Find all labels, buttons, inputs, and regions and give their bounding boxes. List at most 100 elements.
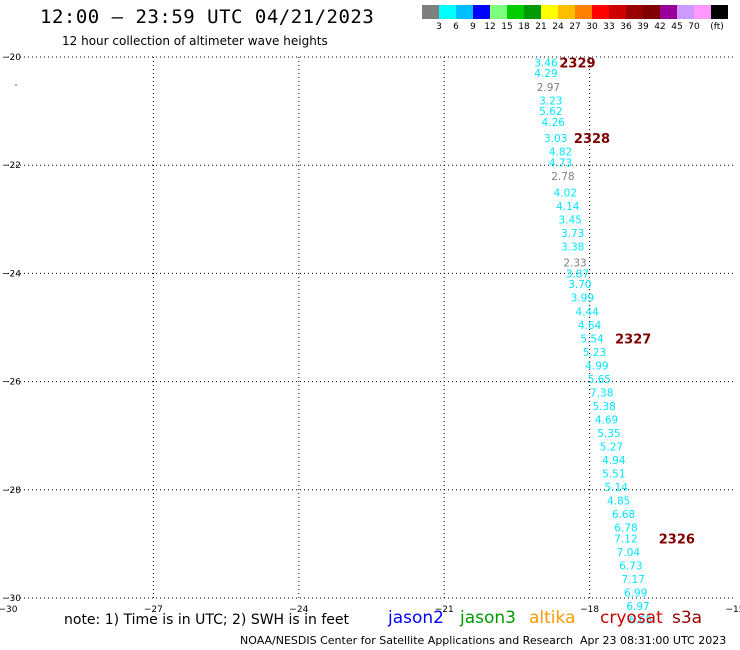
swh-data-label: 3.38 [561, 241, 584, 253]
swh-data-label: 2.97 [537, 82, 560, 94]
swh-data-label: 4.14 [556, 201, 580, 213]
swh-data-label: 3.46 [534, 57, 558, 69]
swh-data-label: 3.99 [571, 293, 594, 305]
y-tick-label: −22 [2, 161, 21, 171]
colorbar-label: 21 [535, 22, 547, 32]
satellite-legend-s3a: s3a [672, 608, 703, 628]
swh-data-label: 5.38 [592, 401, 615, 413]
swh-data-label: 7.38 [590, 387, 613, 399]
swh-data-label: 7.12 [614, 533, 637, 545]
colorbar-swatch [524, 5, 541, 19]
time-label: 2329 [559, 56, 595, 71]
satellite-legend-cryosat: cryosat [600, 608, 663, 628]
colorbar-swatch [422, 5, 439, 19]
chart-subtitle: 12 hour collection of altimeter wave hei… [62, 34, 328, 48]
swh-data-label: 4.44 [575, 306, 599, 318]
colorbar-label: 9 [470, 22, 476, 32]
track-dot [15, 84, 17, 86]
satellite-legend-altika: altika [529, 608, 576, 628]
swh-data-label: 6.78 [614, 523, 637, 535]
x-tick-label: −30 [0, 605, 18, 615]
colorbar-swatch [592, 5, 609, 19]
swh-data-label: 7.04 [617, 547, 641, 559]
colorbar-swatch [473, 5, 490, 19]
swh-data-label: 3.87 [566, 268, 589, 280]
time-label: 2327 [615, 332, 651, 347]
swh-data-label: 5.27 [600, 442, 623, 454]
chart-title: 12:00 – 23:59 UTC 04/21/2023 [40, 6, 375, 28]
colorbar-swatch [677, 5, 694, 19]
swh-data-label: 5.14 [605, 482, 629, 494]
swh-data-label: 4.94 [602, 455, 626, 467]
footer-timestamp: Apr 23 08:31:00 UTC 2023 [580, 634, 727, 647]
swh-data-label: 4.69 [595, 414, 618, 426]
swh-data-label: 4.85 [607, 496, 630, 508]
swh-data-label: 6.65 [629, 615, 652, 627]
swh-data-label: 4.99 [585, 360, 608, 372]
swh-data-label: 3.45 [559, 214, 582, 226]
swh-data-label: 6.68 [612, 509, 635, 521]
y-tick-label: −26 [2, 378, 21, 388]
colorbar-swatch [456, 5, 473, 19]
y-tick-label: −30 [2, 594, 21, 604]
swh-data-label: 5.54 [580, 333, 604, 345]
colorbar-label: 36 [620, 22, 632, 32]
colorbar-label: 24 [552, 22, 564, 32]
x-tick-label: −21 [435, 605, 454, 615]
colorbar-swatch [558, 5, 575, 19]
y-tick-label: −20 [2, 53, 21, 63]
swh-data-label: 2.33 [563, 258, 586, 270]
swh-data-label: 5.65 [588, 374, 611, 386]
colorbar-label: 3 [436, 22, 442, 32]
swh-data-label: 4.64 [578, 320, 602, 332]
colorbar-swatch [507, 5, 524, 19]
time-label: 2326 [659, 532, 695, 547]
swh-data-label: 6.73 [619, 561, 642, 573]
x-tick-label: −18 [580, 605, 599, 615]
colorbar-swatch [711, 5, 728, 19]
y-tick-label: −28 [2, 486, 21, 496]
swh-data-label: 5.51 [602, 469, 625, 481]
swh-data-label: 3.73 [561, 228, 584, 240]
swh-data-label: 4.82 [549, 147, 572, 159]
satellite-legend-jason3: jason3 [460, 608, 516, 628]
swh-data-label: 5.62 [539, 106, 562, 118]
swh-data-label: 3.70 [568, 279, 591, 291]
x-tick-label: −27 [144, 605, 163, 615]
colorbar-swatch [694, 5, 711, 19]
swh-data-label: 6.99 [624, 588, 647, 600]
swh-data-label: 5.23 [583, 347, 606, 359]
swh-data-label: 6.97 [626, 601, 649, 613]
colorbar-swatch [541, 5, 558, 19]
colorbar-swatch [439, 5, 456, 19]
colorbar-label: 27 [569, 22, 581, 32]
x-tick-label: −24 [289, 605, 308, 615]
colorbar-swatch [609, 5, 626, 19]
colorbar-label: 15 [501, 22, 513, 32]
colorbar-swatch [626, 5, 643, 19]
swh-data-label: 7.17 [622, 574, 645, 586]
time-label: 2328 [574, 132, 610, 147]
footer-credit: NOAA/NESDIS Center for Satellite Applica… [240, 634, 574, 647]
colorbar-label: 39 [637, 22, 649, 32]
footer-note: note: 1) Time is in UTC; 2) SWH is in fe… [64, 612, 350, 628]
colorbar-label: 45 [671, 22, 683, 32]
y-tick-label: −24 [2, 269, 21, 279]
swh-data-label: 3.03 [544, 133, 567, 145]
swh-data-label: 2.78 [551, 171, 574, 183]
swh-data-label: 3.23 [539, 95, 562, 107]
colorbar-swatch [575, 5, 592, 19]
colorbar-label: 70 [688, 22, 700, 32]
colorbar-swatch [660, 5, 677, 19]
colorbar-label: (ft) [710, 22, 724, 32]
swh-data-label: 4.26 [542, 117, 566, 129]
swh-data-label: 5.35 [597, 428, 620, 440]
x-tick-label: −15 [726, 605, 740, 615]
swh-data-label: 4.29 [534, 68, 557, 80]
colorbar-label: 30 [586, 22, 598, 32]
swh-data-label: 4.02 [554, 187, 577, 199]
colorbar-label: 33 [603, 22, 615, 32]
colorbar-label: 12 [484, 22, 496, 32]
colorbar-label: 42 [654, 22, 666, 32]
